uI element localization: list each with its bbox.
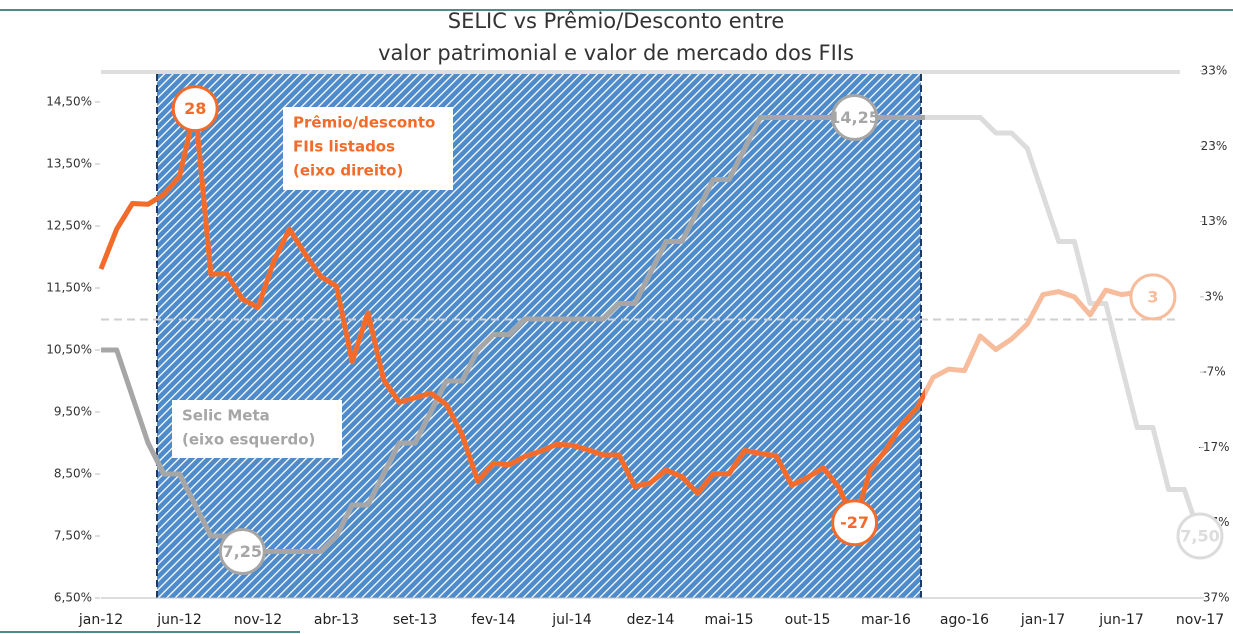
legend-box [172,400,342,458]
value-marker [171,85,219,133]
x-tick-label: out-15 [785,612,831,628]
y-tick-label: 9,50% [54,405,92,419]
y2-tick-label: 13% [1201,214,1228,228]
chart-title: valor patrimonial e valor de mercado dos… [378,41,854,65]
highlight-region [157,74,921,598]
value-label: 7,50 [1180,527,1219,546]
x-tick-label: nov-12 [234,612,282,628]
x-tick-label: jan-17 [1020,612,1065,628]
x-tick-label: mar-16 [861,612,911,628]
value-label: -27 [840,513,869,532]
value-label: 7,25 [223,542,262,561]
value-marker [1129,273,1177,321]
y2-tick-label: 33% [1201,64,1228,78]
legend-label: Selic Meta [182,407,270,425]
value-label: 3 [1147,287,1158,306]
x-tick-label: fev-14 [471,612,515,628]
x-tick-label: jun-17 [1098,612,1144,628]
x-tick-label: jan-12 [78,612,123,628]
y2-tick-label: -37% [1198,591,1229,605]
value-marker [831,94,879,141]
value-marker [1176,512,1224,560]
y-tick-label: 8,50% [54,467,92,481]
value-label: 28 [184,99,206,118]
value-marker [218,528,266,575]
value-marker [831,499,879,547]
legend-label: Prêmio/desconto [293,114,435,132]
legend-box [283,107,453,190]
y-tick-label: 7,50% [54,529,92,543]
x-tick-label: ago-16 [940,612,989,628]
legend-label: (eixo direito) [293,162,403,180]
y-tick-label: 14,50% [46,95,92,109]
y-tick-label: 12,50% [46,219,92,233]
y-tick-label: 13,50% [46,157,92,171]
x-tick-label: jun-12 [156,612,202,628]
x-tick-label: abr-13 [314,612,359,628]
y2-tick-label: 23% [1201,139,1228,153]
x-tick-label: mai-15 [705,612,754,628]
x-tick-label: dez-14 [627,612,675,628]
y-tick-label: 6,50% [54,591,92,605]
x-tick-label: set-13 [393,612,437,628]
y2-tick-label: -7% [1202,365,1225,379]
series-line [98,106,925,526]
x-tick-label: jul-14 [551,612,592,628]
x-tick-label: nov-17 [1176,612,1224,628]
y-tick-label: 10,50% [46,343,92,357]
y-tick-label: 11,50% [46,281,92,295]
series-line [101,115,925,554]
chart-title: SELIC vs Prêmio/Desconto entre [448,9,785,33]
legend-label: FIIs listados [293,138,395,156]
value-label: 14,25 [829,108,880,127]
y2-tick-label: 3% [1204,289,1223,303]
y2-tick-label: -17% [1198,440,1229,454]
legend-label: (eixo esquerdo) [182,431,315,449]
